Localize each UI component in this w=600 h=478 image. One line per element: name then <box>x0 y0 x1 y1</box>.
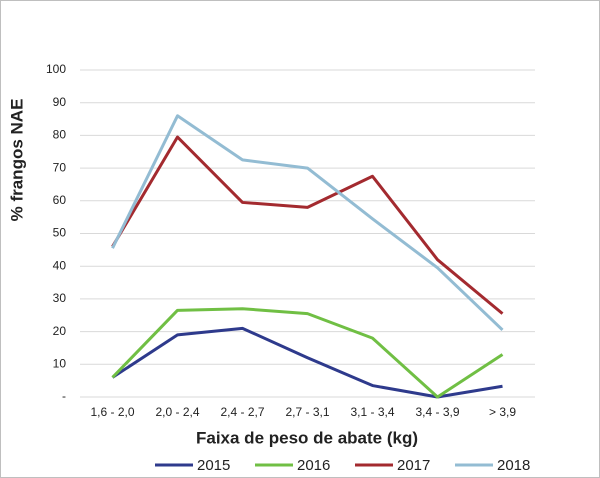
series-line <box>111 307 504 399</box>
x-tick-label: > 3,9 <box>489 405 516 419</box>
x-tick-label: 3,1 - 3,4 <box>350 405 394 419</box>
legend-label: 2016 <box>297 457 330 474</box>
series-line <box>111 135 504 315</box>
legend-label: 2015 <box>197 457 230 474</box>
y-tick-label: 40 <box>53 258 67 272</box>
y-axis-label: % frangos NAE <box>7 99 26 222</box>
y-tick-label: 60 <box>53 193 67 207</box>
y-tick-label: 90 <box>53 95 67 109</box>
y-tick-label: 30 <box>53 291 67 305</box>
y-tick-label: 80 <box>53 128 67 142</box>
y-tick-label: 50 <box>53 226 67 240</box>
series-line <box>111 326 503 399</box>
x-tick-label: 2,4 - 2,7 <box>220 405 264 419</box>
x-tick-label: 2,7 - 3,1 <box>285 405 329 419</box>
x-tick-label: 3,4 - 3,9 <box>415 405 459 419</box>
x-tick-label: 1,6 - 2,0 <box>90 405 134 419</box>
y-tick-label: 100 <box>46 62 66 76</box>
legend-label: 2017 <box>397 457 430 474</box>
x-tick-label: 2,0 - 2,4 <box>155 405 199 419</box>
y-tick-label: - <box>62 389 66 403</box>
y-tick-label: 20 <box>53 324 67 338</box>
x-axis-label: Faixa de peso de abate (kg) <box>196 428 418 447</box>
y-tick-label: 10 <box>53 356 67 370</box>
series-line <box>111 114 504 332</box>
y-tick-label: 70 <box>53 160 67 174</box>
legend-label: 2018 <box>497 457 530 474</box>
